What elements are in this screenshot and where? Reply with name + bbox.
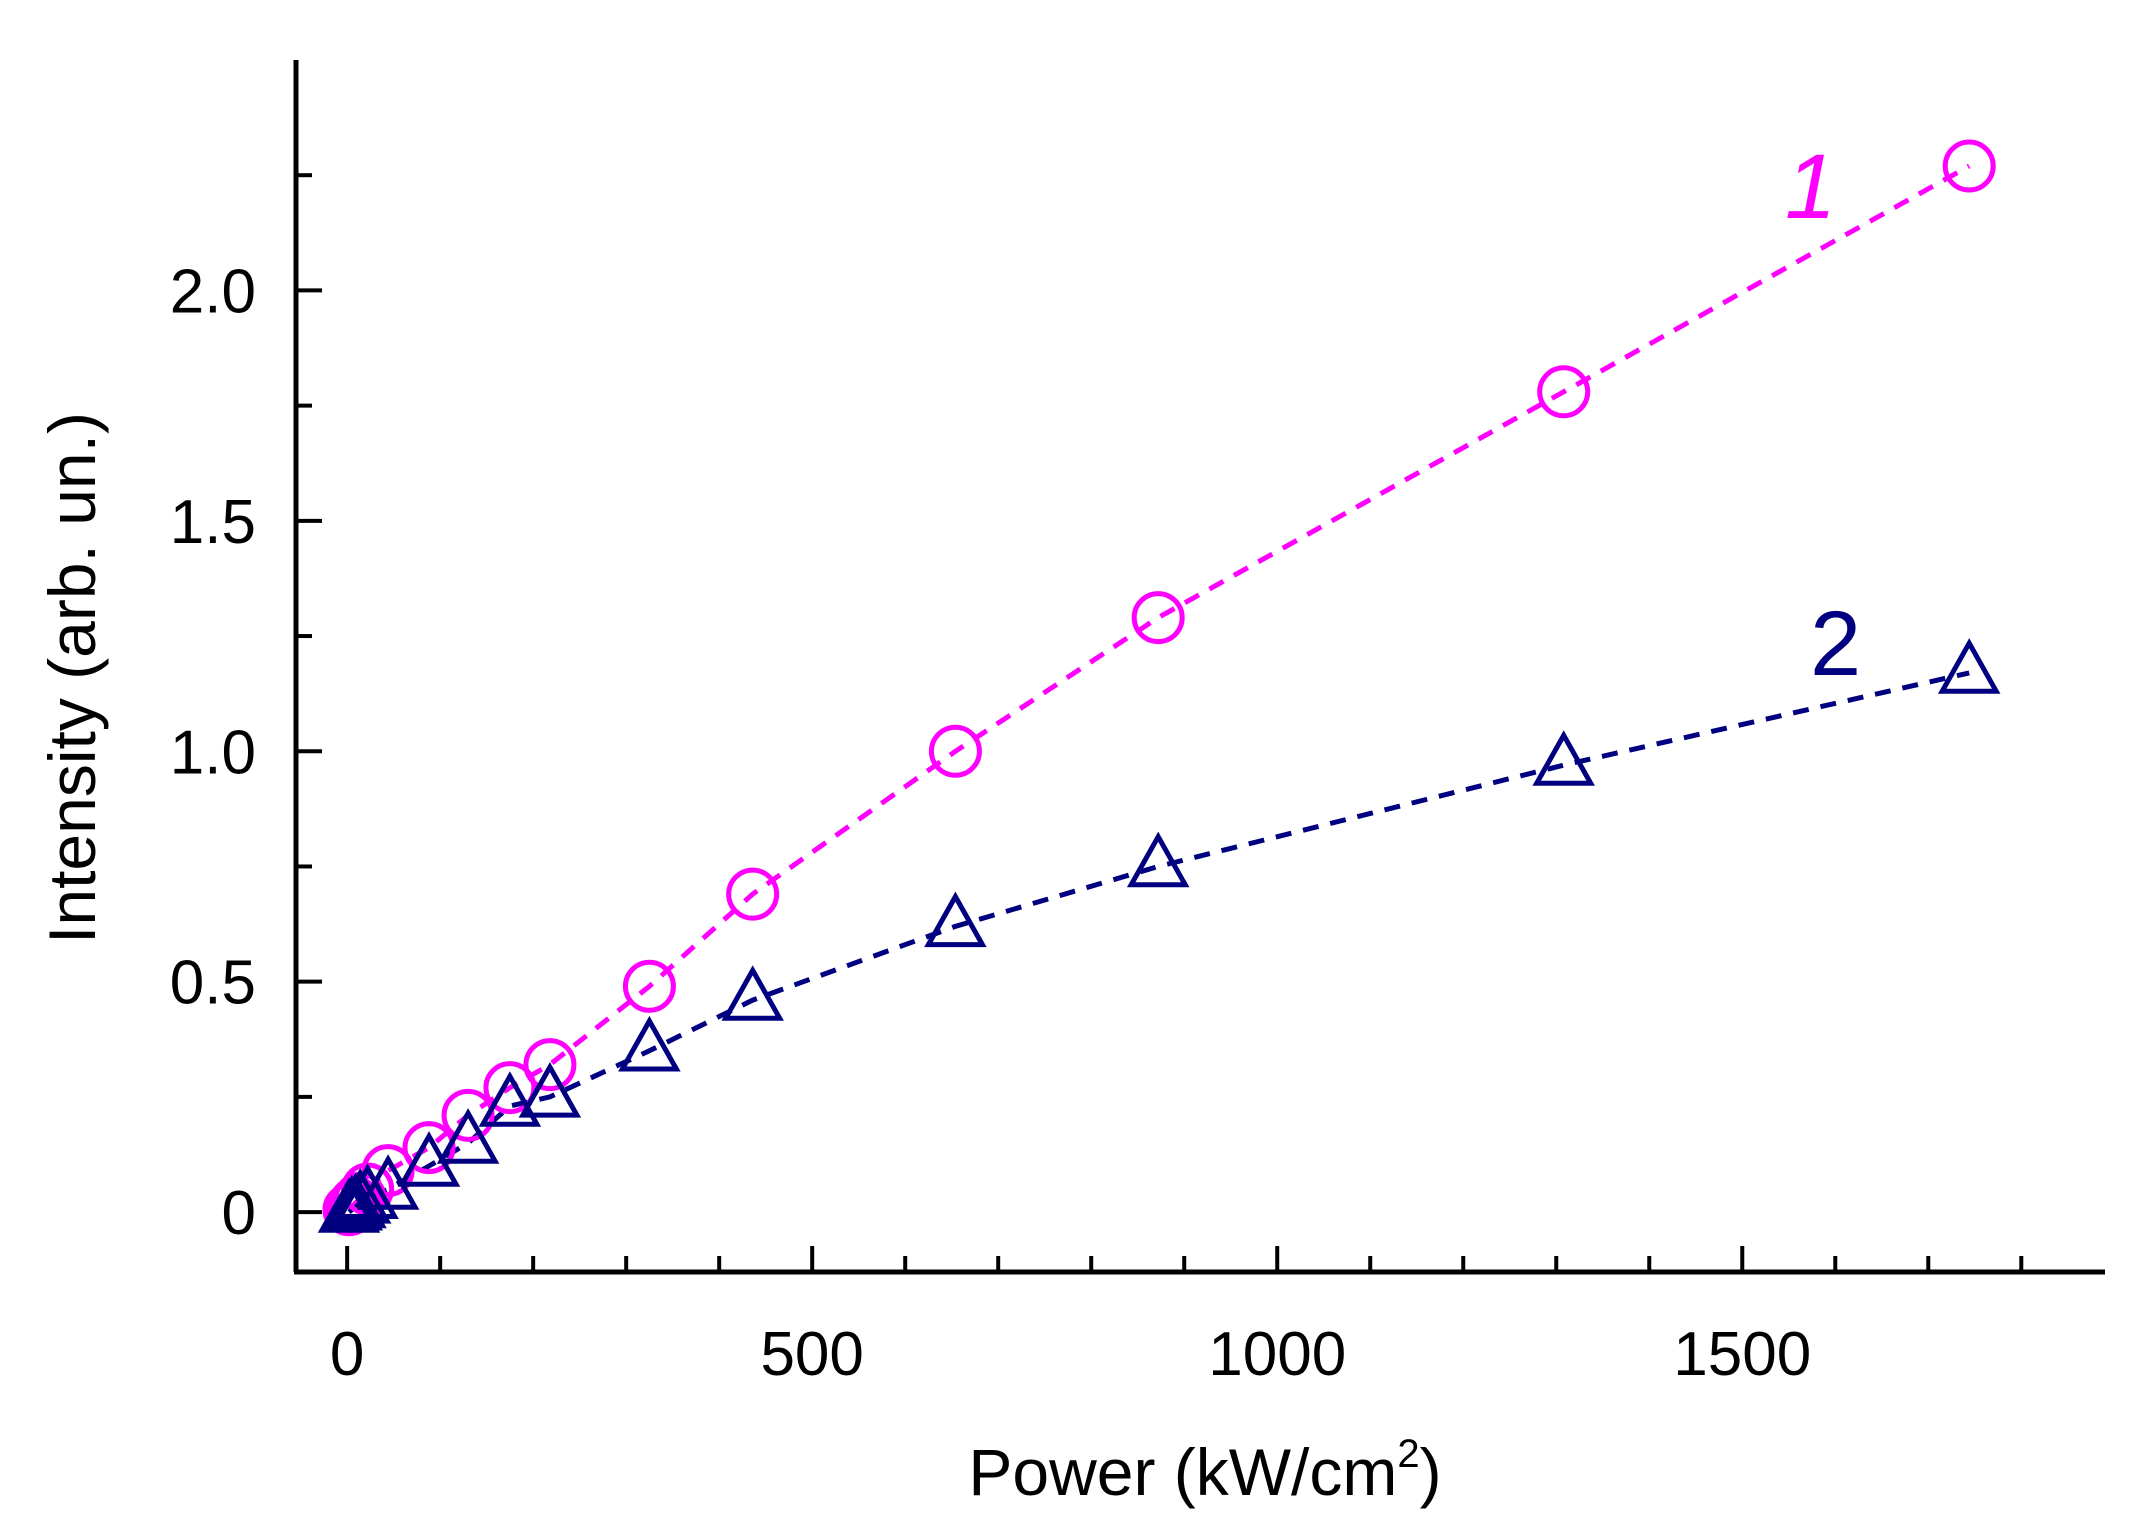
- x-axis-title: Power (kW/cm2): [968, 1432, 1441, 1509]
- series-1-point: [1131, 591, 1185, 645]
- series-2-point: [478, 1071, 542, 1127]
- y-tick-label: 1.0: [170, 718, 256, 787]
- x-tick-label: 1000: [1208, 1320, 1346, 1389]
- series-1-point: [523, 1038, 577, 1092]
- series-2-point: [1532, 730, 1595, 786]
- y-ticks: 0 0.5 1.0 1.5 2.0: [170, 173, 322, 1248]
- x-axis-title-superscript: 2: [1397, 1432, 1419, 1476]
- y-axis-title: Intensity (arb. un.): [35, 412, 109, 944]
- series-lines: [347, 163, 1971, 1215]
- series-1-point: [726, 867, 780, 921]
- x-tick-label: 500: [760, 1320, 863, 1389]
- series-2-point: [618, 1015, 681, 1072]
- series-2-line: [347, 670, 1970, 1215]
- series-1-line: [347, 163, 1971, 1212]
- series-1-point: [402, 1121, 456, 1175]
- y-tick-label: 2.0: [170, 257, 256, 326]
- series-2-point: [518, 1062, 582, 1118]
- series-2-label: 2: [1810, 593, 1861, 695]
- series-markers: [317, 139, 2001, 1237]
- series-1-point: [1942, 139, 1996, 193]
- y-tick-label: 0.5: [170, 949, 256, 1018]
- series-2-point: [1937, 638, 2001, 694]
- series-2-point: [924, 891, 987, 948]
- x-axis-title-text: Power (kW/cm: [968, 1435, 1397, 1509]
- x-tick-label: 0: [330, 1320, 364, 1389]
- series-1-point: [928, 724, 982, 778]
- axes: [293, 60, 2105, 1275]
- series-1-point: [622, 959, 676, 1013]
- series-2-point: [336, 1163, 399, 1219]
- x-axis-title-end: ): [1420, 1435, 1442, 1509]
- series-1-point: [1537, 365, 1591, 419]
- series-2-point: [328, 1168, 392, 1224]
- series-1-point: [441, 1088, 495, 1142]
- series-1-label: 1: [1785, 136, 1836, 238]
- x-ticks: 0 500 1000 1500: [330, 1246, 2024, 1389]
- series-2-point: [436, 1108, 500, 1164]
- series-2-point: [721, 965, 784, 1021]
- x-tick-label: 1500: [1673, 1320, 1811, 1389]
- series-2-point: [1126, 831, 1190, 888]
- y-tick-label: 1.5: [170, 488, 256, 557]
- series-1-point: [483, 1061, 537, 1115]
- y-tick-label: 0: [222, 1179, 256, 1248]
